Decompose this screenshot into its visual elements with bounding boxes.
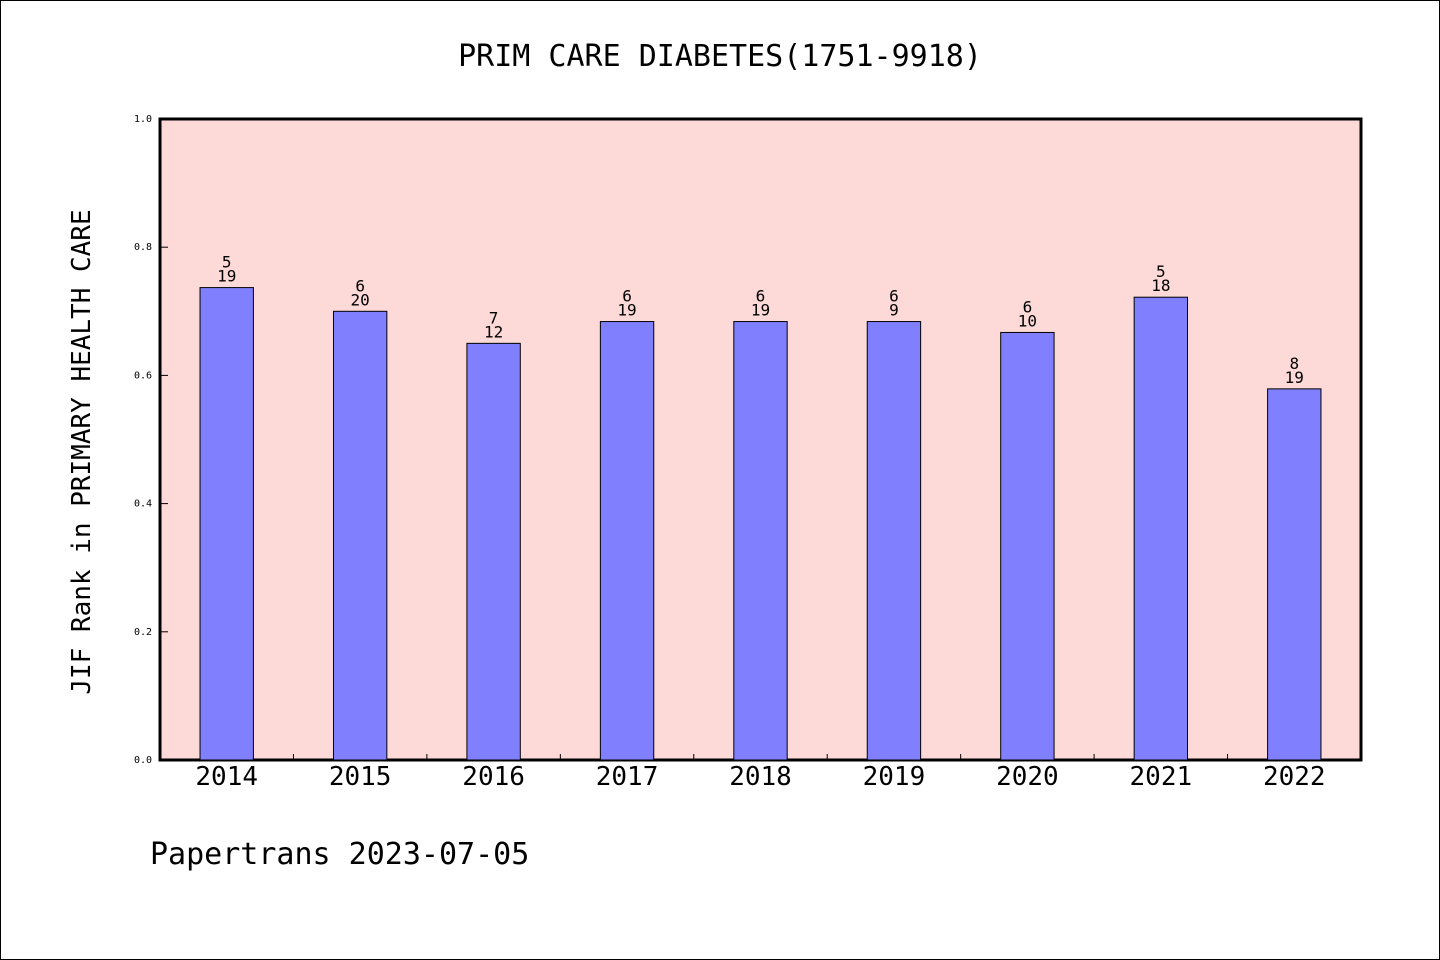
y-axis: 0.0 0.2 0.4 0.6 0.8 1.0	[134, 114, 168, 766]
x-tick-label: 2014	[195, 762, 258, 792]
y-tick-label: 0.6	[134, 370, 152, 381]
bar-2021	[1133, 296, 1189, 761]
bar-total-label: 20	[351, 290, 370, 309]
y-tick-label: 0.4	[134, 499, 152, 510]
bar-total-label: 12	[484, 322, 503, 341]
bar-2016	[466, 342, 521, 761]
bar-total-label: 19	[751, 301, 770, 320]
x-tick-label: 2019	[863, 762, 926, 792]
bar-rank-label: 5	[222, 253, 232, 272]
x-tick-label: 2017	[596, 762, 659, 792]
x-tick-label: 2015	[329, 762, 392, 792]
bar-2019	[866, 321, 922, 761]
bar-2015	[332, 310, 388, 761]
bar-total-label: 18	[1151, 276, 1170, 295]
y-axis-label: JIF Rank in PRIMARY HEALTH CARE	[67, 209, 97, 694]
bar-total-label: 9	[889, 301, 899, 320]
y-tick-label: 1.0	[134, 114, 152, 125]
footer-text: Papertrans 2023-07-05	[150, 837, 529, 872]
bar-2018	[733, 321, 788, 761]
bar-rank-label: 5	[1156, 262, 1166, 281]
x-tick-label: 2018	[729, 762, 792, 792]
bar-rank-label: 6	[756, 287, 766, 306]
bar-2022	[1267, 388, 1322, 761]
y-tick-label: 0.2	[134, 627, 152, 638]
bar-rank-label: 6	[1023, 297, 1033, 316]
bar-total-label: 10	[1018, 311, 1037, 330]
bar-rank-label: 7	[489, 308, 499, 327]
bar-rank-label: 8	[1289, 354, 1299, 373]
x-tick-label: 2020	[996, 762, 1059, 792]
bar-rank-label: 6	[355, 276, 365, 295]
bar-2020	[1000, 331, 1055, 761]
y-tick-label: 0.0	[134, 755, 152, 766]
bar-rank-label: 6	[622, 287, 632, 306]
y-tick-label: 0.8	[134, 242, 152, 253]
bar-total-label: 19	[1285, 368, 1304, 387]
x-tick-label: 2016	[462, 762, 525, 792]
x-tick-label: 2021	[1130, 762, 1193, 792]
x-tick-label: 2022	[1263, 762, 1326, 792]
bar-2017	[599, 321, 655, 761]
bar-rank-label: 6	[889, 287, 899, 306]
bars	[199, 287, 1322, 761]
chart-title: PRIM CARE DIABETES(1751-9918)	[458, 39, 982, 74]
x-axis: 2014 2015 2016 2017 2018 2019 2020 2021 2022	[195, 754, 1326, 792]
bar-total-label: 19	[217, 267, 236, 286]
bar-2014	[199, 287, 254, 761]
bar-total-label: 19	[617, 301, 636, 320]
